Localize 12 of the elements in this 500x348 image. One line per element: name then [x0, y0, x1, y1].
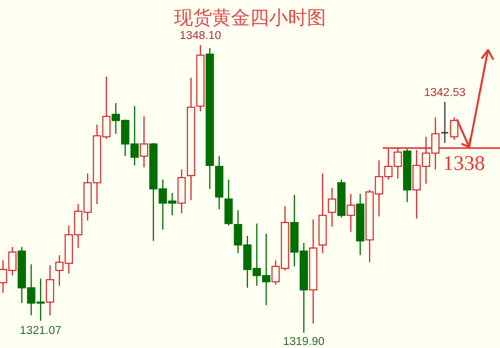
ref-line-label: 1338: [443, 151, 485, 176]
annotation: 1321.07: [20, 324, 62, 337]
candlestick: [440, 101, 449, 144]
annotation: 1348.10: [180, 30, 222, 42]
candlestick: [46, 264, 54, 316]
candlestick: [346, 193, 355, 232]
candlestick: [140, 116, 148, 168]
annotation: 1342.53: [424, 86, 466, 99]
candlestick: [450, 116, 458, 140]
candlestick: [328, 187, 336, 228]
annotation: 1319.90: [283, 336, 325, 348]
chart-title: 现货黄金四小时图: [174, 8, 326, 29]
